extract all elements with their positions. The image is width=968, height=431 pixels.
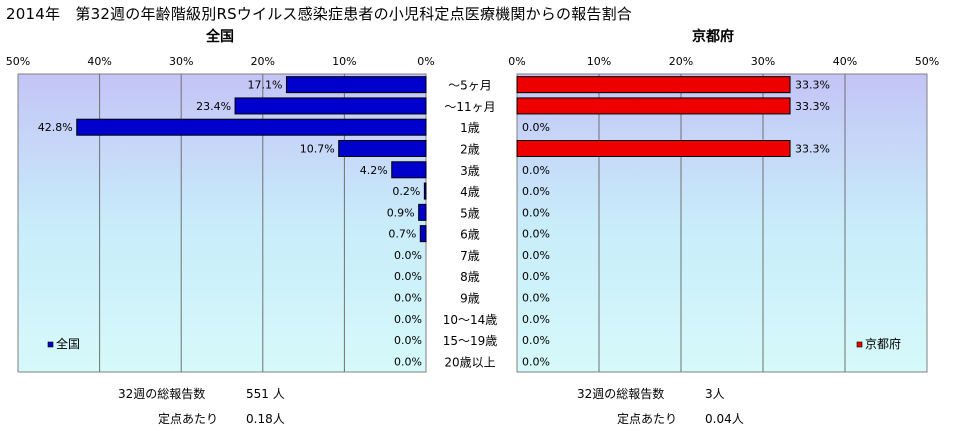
- national-data-label: 10.7%: [300, 143, 335, 156]
- national-legend-swatch: [47, 341, 54, 348]
- age-category-label: 15～19歳: [443, 334, 498, 348]
- kyoto-bar: [516, 76, 791, 94]
- national-total-value: 551 人: [246, 387, 285, 401]
- page-title: 2014年 第32週の年齢階級別RSウイルス感染症患者の小児科定点医療機関からの…: [6, 5, 633, 23]
- age-category-label: 4歳: [460, 185, 480, 199]
- kyoto-x-tick-label: 0%: [508, 55, 525, 68]
- kyoto-legend-label: 京都府: [865, 336, 901, 351]
- national-data-label: 17.1%: [248, 79, 283, 92]
- national-bar: [285, 76, 427, 94]
- national-data-label: 23.4%: [196, 100, 231, 113]
- national-plot-background: [17, 73, 427, 373]
- age-category-label: ～5ヶ月: [448, 79, 492, 93]
- national-x-tick-label: 20%: [251, 55, 275, 68]
- kyoto-x-tick-label: 20%: [669, 55, 693, 68]
- national-data-label: 42.8%: [38, 121, 73, 134]
- kyoto-plot-area: 0% 10% 20% 30% 40% 50% 33.3% 33.3% 0.0% 33.3% 0.0%…: [508, 55, 939, 373]
- national-total-label: 32週の総報告数: [118, 387, 206, 401]
- age-category-label: 10～14歳: [443, 313, 498, 327]
- national-data-label: 0.0%: [394, 313, 422, 326]
- kyoto-per-site-value: 0.04人: [705, 412, 744, 426]
- kyoto-data-label: 0.0%: [522, 334, 550, 347]
- national-x-tick-label: 0%: [417, 55, 434, 68]
- age-category-label: ～11ヶ月: [444, 100, 495, 114]
- national-data-label: 0.0%: [394, 355, 422, 368]
- kyoto-data-label: 0.0%: [522, 249, 550, 262]
- age-category-label: 9歳: [460, 292, 480, 306]
- national-x-tick-label: 10%: [332, 55, 356, 68]
- national-bar: [234, 97, 427, 115]
- national-bar: [423, 182, 427, 200]
- age-category-label: 5歳: [460, 206, 480, 220]
- age-category-label: 2歳: [460, 143, 480, 157]
- kyoto-x-tick-label: 50%: [915, 55, 939, 68]
- kyoto-data-label: 33.3%: [795, 143, 830, 156]
- national-x-tick-label: 50%: [6, 55, 30, 68]
- kyoto-data-label: 0.0%: [522, 164, 550, 177]
- kyoto-plot-background: [516, 73, 928, 373]
- age-category-label: 3歳: [460, 164, 480, 178]
- kyoto-bar: [516, 140, 791, 157]
- national-bar: [338, 140, 427, 157]
- kyoto-data-label: 0.0%: [522, 313, 550, 326]
- national-data-label: 0.0%: [394, 292, 422, 305]
- kyoto-total-value: 3人: [705, 387, 725, 401]
- national-bar: [419, 225, 427, 243]
- kyoto-x-tick-label: 40%: [833, 55, 857, 68]
- kyoto-data-label: 0.0%: [522, 292, 550, 305]
- kyoto-data-label: 0.0%: [522, 121, 550, 134]
- kyoto-data-label: 0.0%: [522, 228, 550, 241]
- national-plot-area: 0% 10% 20% 30% 40% 50% 17.1% 23.4% 42.8% 10.7% 4.2…: [6, 55, 435, 373]
- national-bar: [76, 118, 427, 136]
- national-x-tick-label: 40%: [87, 55, 111, 68]
- kyoto-data-label: 33.3%: [795, 79, 830, 92]
- age-category-label: 1歳: [460, 121, 480, 135]
- national-data-label: 0.0%: [394, 334, 422, 347]
- national-per-site-label: 定点あたり: [158, 412, 219, 426]
- national-bar: [418, 203, 427, 221]
- national-legend-label: 全国: [56, 336, 80, 351]
- national-data-label: 4.2%: [360, 164, 388, 177]
- kyoto-total-label: 32週の総報告数: [577, 387, 665, 401]
- kyoto-data-label: 0.0%: [522, 355, 550, 368]
- kyoto-per-site-label: 定点あたり: [617, 412, 678, 426]
- national-bar: [391, 161, 427, 179]
- age-category-label: 6歳: [460, 228, 480, 242]
- age-category-label: 20歳以上: [444, 355, 495, 369]
- national-per-site-value: 0.18人: [246, 412, 285, 426]
- kyoto-legend-swatch: [856, 341, 863, 348]
- national-data-label: 0.0%: [394, 249, 422, 262]
- national-chart-title: 全国: [206, 29, 234, 45]
- national-data-label: 0.2%: [392, 185, 420, 198]
- age-category-label: 8歳: [460, 270, 480, 284]
- national-data-label: 0.0%: [394, 270, 422, 283]
- age-category-label: 7歳: [460, 249, 480, 263]
- kyoto-x-tick-label: 30%: [751, 55, 775, 68]
- national-x-tick-label: 30%: [169, 55, 193, 68]
- kyoto-data-label: 0.0%: [522, 206, 550, 219]
- kyoto-data-label: 33.3%: [795, 100, 830, 113]
- kyoto-data-label: 0.0%: [522, 185, 550, 198]
- kyoto-x-tick-label: 10%: [587, 55, 611, 68]
- national-data-label: 0.7%: [388, 228, 416, 241]
- national-data-label: 0.9%: [387, 206, 415, 219]
- kyoto-chart-title: 京都府: [692, 29, 734, 45]
- kyoto-bar: [516, 97, 791, 115]
- age-category-labels: ～5ヶ月 ～11ヶ月 1歳 2歳 3歳 4歳 5歳 6歳 7歳 8歳 9歳 10～14歳 15～19歳 2…: [443, 79, 498, 370]
- kyoto-data-label: 0.0%: [522, 270, 550, 283]
